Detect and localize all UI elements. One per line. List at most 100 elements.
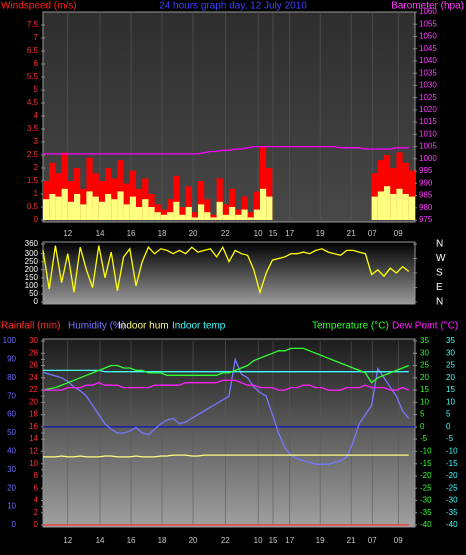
bar bbox=[105, 194, 112, 220]
bar bbox=[117, 160, 124, 220]
bar bbox=[396, 152, 403, 220]
x-tick-label: 09 bbox=[394, 536, 403, 545]
bar bbox=[142, 199, 149, 220]
bar bbox=[390, 194, 397, 220]
x-tick-label: 16 bbox=[127, 536, 136, 545]
bar bbox=[210, 217, 217, 220]
y-tick-label: 15 bbox=[420, 385, 429, 394]
bar bbox=[402, 194, 409, 220]
bar bbox=[154, 212, 161, 220]
y-tick-label: 3 bbox=[34, 137, 39, 146]
bar bbox=[43, 199, 50, 220]
bar bbox=[247, 217, 254, 220]
x-tick-label: 10 bbox=[254, 229, 263, 238]
bar bbox=[179, 207, 186, 220]
x-tick-label: 12 bbox=[63, 536, 72, 545]
bar bbox=[98, 201, 105, 220]
y-tick-label: 1055 bbox=[419, 19, 437, 28]
y-tick-label: 990 bbox=[419, 178, 433, 187]
bar bbox=[260, 188, 267, 220]
series-line bbox=[43, 379, 410, 391]
y-tick-label: 0 bbox=[446, 422, 451, 431]
bar bbox=[377, 191, 384, 220]
y-tick-label: -25 bbox=[446, 483, 458, 492]
y-tick-label: 1025 bbox=[419, 93, 437, 102]
y-tick-label: 50 bbox=[29, 289, 38, 298]
y-tick-label: -30 bbox=[446, 496, 458, 505]
bar bbox=[129, 170, 136, 220]
bar bbox=[198, 181, 205, 220]
y-tick-label: -20 bbox=[420, 471, 432, 480]
bar bbox=[49, 162, 56, 220]
y-tick-label: 70 bbox=[7, 391, 16, 400]
bar bbox=[185, 186, 192, 220]
bar bbox=[49, 194, 56, 220]
y-tick-label: 2 bbox=[34, 163, 39, 172]
x-tick-label: 22 bbox=[221, 229, 230, 238]
x-tick-label: 19 bbox=[316, 536, 325, 545]
bar bbox=[253, 191, 260, 220]
bar bbox=[67, 201, 74, 220]
y-tick-label: 1010 bbox=[419, 129, 437, 138]
y-tick-label: N bbox=[436, 239, 443, 250]
y-tick-label: 1050 bbox=[419, 32, 437, 41]
y-tick-label: 30 bbox=[7, 465, 16, 474]
y-tick-label: 6.5 bbox=[27, 46, 39, 55]
y-tick-label: 35 bbox=[420, 336, 429, 345]
series-line bbox=[43, 454, 409, 458]
y-tick-label: 30 bbox=[29, 336, 38, 345]
bar bbox=[86, 157, 93, 220]
y-tick-label: 4 bbox=[34, 111, 39, 120]
y2-axis-label: Barometer (hpa) bbox=[391, 1, 464, 12]
y-tick-label: -15 bbox=[420, 459, 432, 468]
y-tick-label: 1000 bbox=[419, 154, 437, 163]
y-tick-label: 2 bbox=[34, 508, 39, 517]
bar bbox=[377, 160, 384, 220]
y-tick-label: 5 bbox=[34, 85, 39, 94]
y-tick-label: -25 bbox=[420, 483, 432, 492]
y-tick-label: 1020 bbox=[419, 105, 437, 114]
x-tick-label: 15 bbox=[269, 229, 278, 238]
bar bbox=[123, 204, 130, 220]
bar bbox=[136, 207, 143, 220]
bar bbox=[173, 175, 180, 220]
y-tick-label: 0 bbox=[12, 520, 17, 529]
bar bbox=[222, 204, 229, 220]
x-tick-label: 18 bbox=[158, 229, 167, 238]
y-tick-label: 22 bbox=[29, 385, 38, 394]
y-tick-label: 360 bbox=[25, 239, 39, 248]
y-tick-label: -5 bbox=[446, 434, 454, 443]
legend-label: Indoor temp bbox=[172, 321, 226, 332]
x-tick-label: 14 bbox=[96, 536, 105, 545]
legend-label: Dew Point (°C) bbox=[392, 321, 458, 332]
bar bbox=[408, 170, 415, 220]
y-tick-label: W bbox=[436, 253, 446, 264]
y-tick-label: 0 bbox=[34, 297, 39, 306]
bar bbox=[241, 209, 248, 220]
y-tick-label: 5 bbox=[420, 410, 425, 419]
direction-panel bbox=[42, 241, 416, 305]
y-tick-label: 20 bbox=[29, 397, 38, 406]
y-tick-label: 20 bbox=[446, 373, 455, 382]
bar bbox=[98, 181, 105, 220]
series-line bbox=[42, 347, 410, 391]
y-tick-label: 12 bbox=[29, 447, 38, 456]
y-tick-label: 0 bbox=[34, 215, 39, 224]
bar bbox=[222, 214, 229, 220]
y-tick-label: 4.5 bbox=[27, 98, 39, 107]
y-tick-label: 10 bbox=[420, 397, 429, 406]
y-tick-label: 35 bbox=[446, 336, 455, 345]
bar bbox=[148, 207, 155, 220]
series-line bbox=[42, 245, 410, 295]
y-tick-label: 90 bbox=[7, 355, 16, 364]
y-tick-label: 980 bbox=[419, 203, 433, 212]
bar bbox=[80, 204, 87, 220]
y-tick-label: 1060 bbox=[419, 7, 437, 16]
y-tick-label: 0.5 bbox=[27, 202, 39, 211]
bar bbox=[136, 188, 143, 220]
y-tick-label: 100 bbox=[3, 336, 17, 345]
y-tick-label: -30 bbox=[420, 496, 432, 505]
y-tick-label: 200 bbox=[25, 265, 39, 274]
bar bbox=[173, 201, 180, 220]
